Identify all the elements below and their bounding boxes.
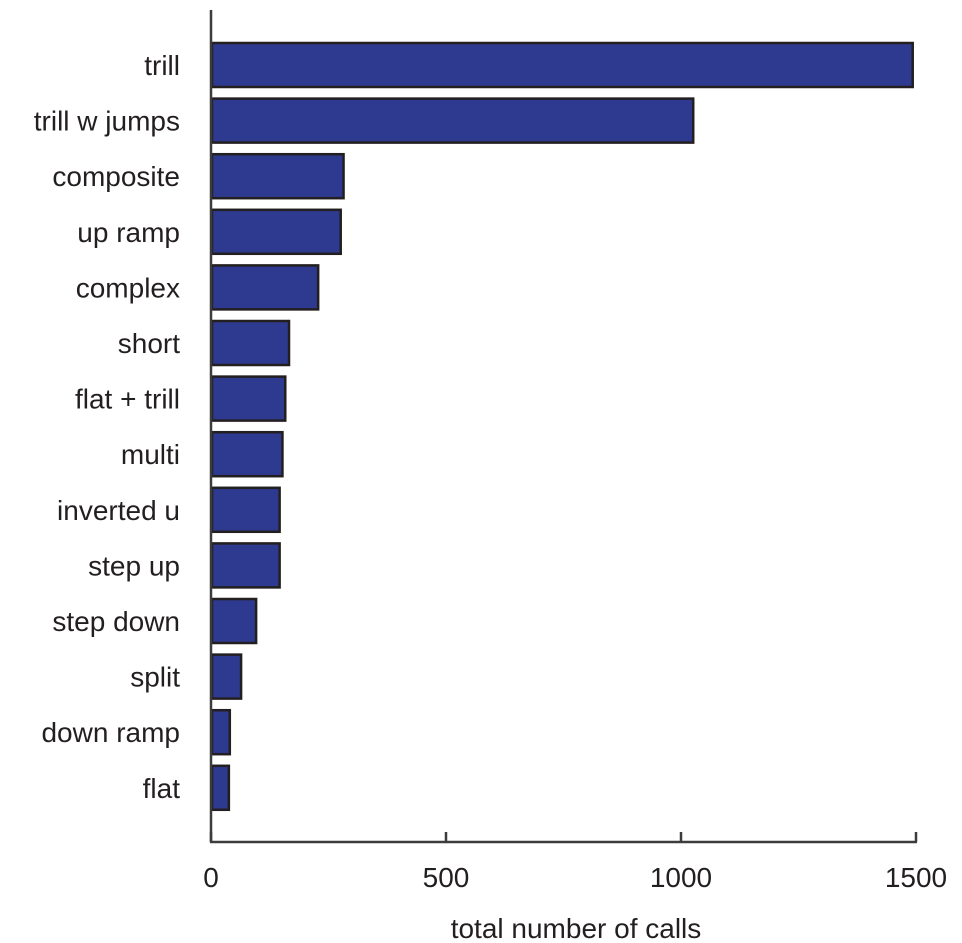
bar-short <box>210 319 291 367</box>
x-tick-label: 1500 <box>885 862 947 893</box>
category-label-short: short <box>118 328 180 359</box>
x-tick-label: 500 <box>423 862 470 893</box>
bar-down-ramp <box>210 708 232 756</box>
bar-step-down <box>210 597 258 645</box>
bar-inverted-u <box>210 486 281 534</box>
category-label-trill-w-jumps: trill w jumps <box>34 106 180 137</box>
bar-split <box>210 653 243 700</box>
category-label-multi: multi <box>121 439 180 470</box>
category-label-composite: composite <box>52 161 180 192</box>
bar-trill-w-jumps <box>210 97 695 144</box>
category-label-complex: complex <box>76 272 180 303</box>
category-label-flat: flat <box>143 773 181 804</box>
x-axis-title: total number of calls <box>451 913 702 943</box>
category-label-flat-trill: flat + trill <box>75 384 180 415</box>
x-ticks: 0 500 1000 1500 <box>203 832 947 893</box>
bar-flat-trill <box>210 375 287 422</box>
category-label-inverted-u: inverted u <box>57 495 180 526</box>
category-label-down-ramp: down ramp <box>41 717 180 748</box>
bar-trill <box>210 41 914 89</box>
bar-composite <box>210 152 345 200</box>
category-labels: trill trill w jumps composite up ramp comple… <box>34 50 180 804</box>
category-label-step-down: step down <box>52 606 180 637</box>
bar-complex <box>210 264 320 311</box>
bar-flat <box>210 764 231 812</box>
x-tick-label: 1000 <box>650 862 712 893</box>
bar-step-up <box>210 542 281 589</box>
category-label-split: split <box>130 662 180 693</box>
x-tick-label: 0 <box>203 862 219 893</box>
bar-multi <box>210 430 284 478</box>
bar-up-ramp <box>210 208 342 256</box>
bars <box>210 41 914 812</box>
category-label-trill: trill <box>144 50 180 81</box>
category-label-step-up: step up <box>88 550 180 581</box>
category-label-up-ramp: up ramp <box>77 217 180 248</box>
